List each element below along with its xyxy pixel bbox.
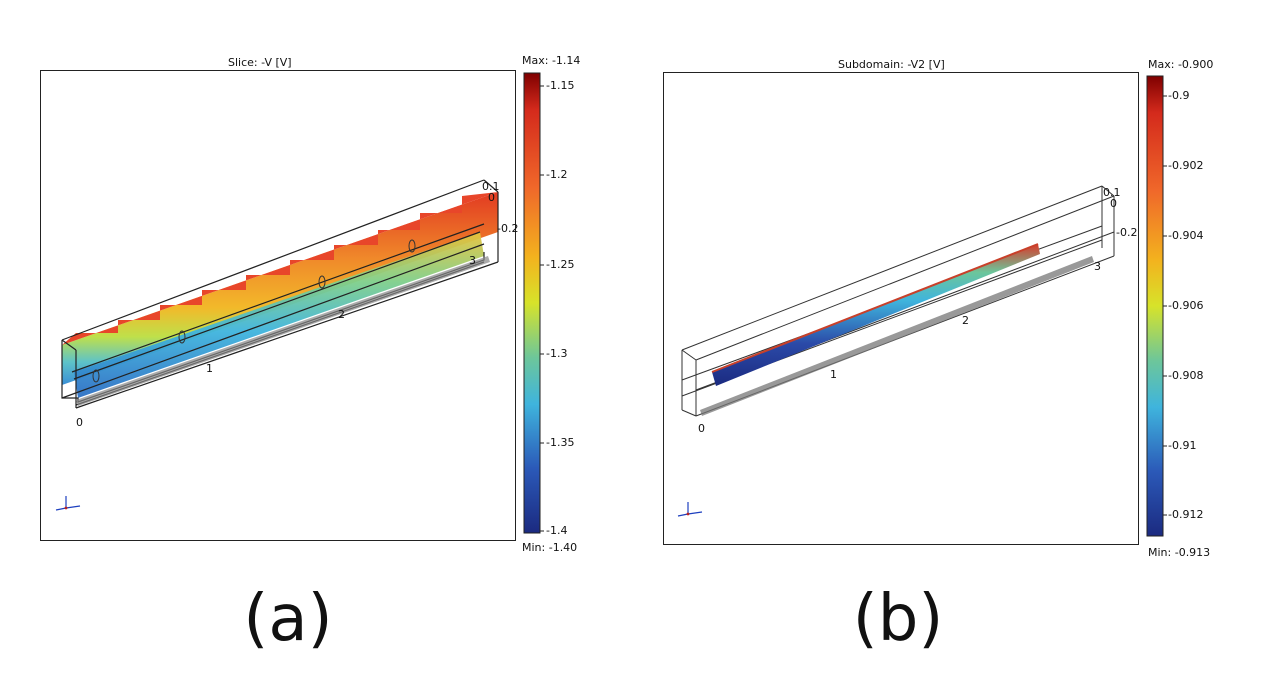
panel-a-axis-number: -0.2	[497, 222, 519, 235]
panel-a-tick-label: -1.2	[546, 168, 568, 181]
panel-a-colorbar-max: Max: -1.14	[522, 54, 581, 67]
panel-b-colorbar-min: Min: -0.913	[1148, 546, 1211, 559]
panel-b-axis-number: 1	[830, 368, 837, 381]
panel-b-caption: (b)	[852, 582, 944, 656]
panel-a-colorbar	[523, 72, 541, 534]
panel-a-tick-label: -1.15	[546, 79, 575, 92]
panel-a-axis-number: 0.1	[482, 180, 500, 193]
panel-b-tick-label: -0.902	[1168, 159, 1204, 172]
panel-a-caption: (a)	[243, 582, 333, 656]
panel-b-tick-label: -0.912	[1168, 508, 1204, 521]
panel-a-axis-number: 0	[488, 191, 495, 204]
panel-b-axis-number: -0.2	[1116, 226, 1138, 239]
panel-a-axis-number: 0	[76, 416, 83, 429]
panel-a-model	[55, 179, 499, 511]
panel-a-axis-number: 3	[469, 254, 476, 267]
panel-a-lower-strip	[74, 232, 484, 398]
panel-b-colorbar-max: Max: -0.900	[1148, 58, 1214, 71]
panel-a-slice-top-saw	[62, 192, 498, 345]
panel-a-axis-number: 1	[206, 362, 213, 375]
panel-b-axis-number: 0	[1110, 197, 1117, 210]
panel-b-tick-label: -0.908	[1168, 369, 1204, 382]
panel-b-model	[677, 185, 1115, 517]
panel-b-colored-rod	[712, 244, 1040, 386]
panel-b-tick-label: -0.904	[1168, 229, 1204, 242]
panel-a-colorbar-ticks	[540, 85, 544, 532]
panel-a-colorbar-min: Min: -1.40	[522, 541, 578, 554]
panel-a-tick-label: -1.25	[546, 258, 575, 271]
panel-b-bottom-rail	[700, 256, 1094, 416]
panel-a-axis-number: 2	[338, 308, 345, 321]
panel-b-axis-number: 2	[962, 314, 969, 327]
panel-b-colorbar-ticks	[1163, 95, 1167, 516]
panel-b-axis-number: 0.1	[1103, 186, 1121, 199]
panel-b-title: Subdomain: -V2 [V]	[838, 58, 945, 71]
panel-a-bottom-rail	[76, 256, 490, 406]
panel-b-tick-label: -0.906	[1168, 299, 1204, 312]
panel-a-title: Slice: -V [V]	[228, 56, 292, 69]
panel-b-axis-number: 0	[698, 422, 705, 435]
panel-b-tick-label: -0.91	[1168, 439, 1197, 452]
panel-a-tick-label: -1.35	[546, 436, 575, 449]
panel-b-tick-label: -0.9	[1168, 89, 1190, 102]
panel-b-colorbar	[1146, 75, 1164, 537]
panel-b-axis-number: 3	[1094, 260, 1101, 273]
panel-a-tick-label: -1.4	[546, 524, 568, 537]
panel-a-tick-label: -1.3	[546, 347, 568, 360]
